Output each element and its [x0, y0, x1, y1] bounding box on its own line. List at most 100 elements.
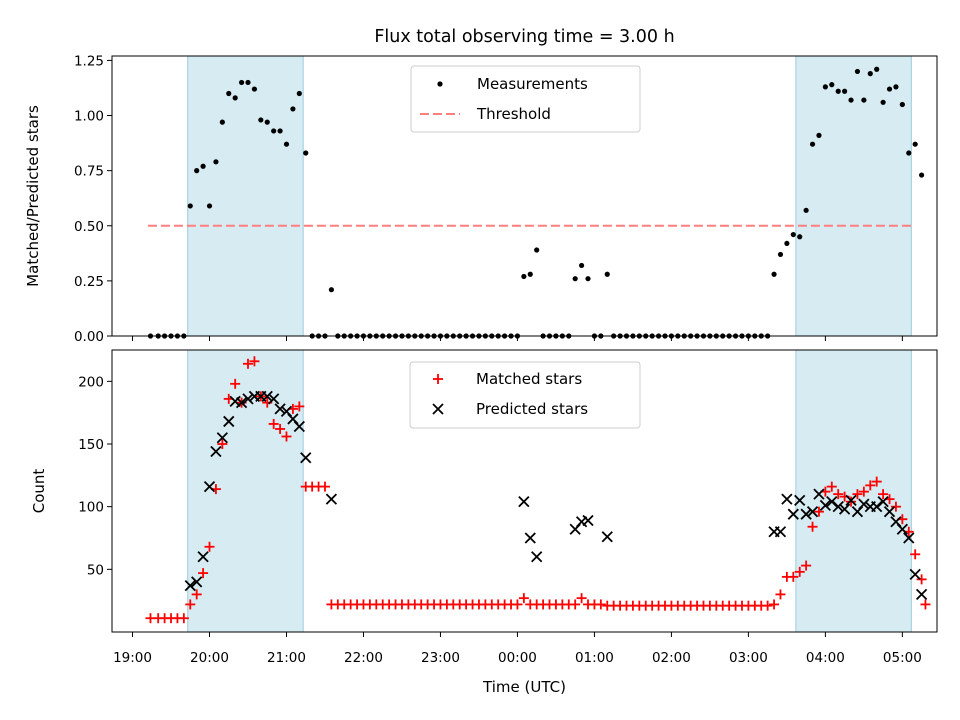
predicted-star-point: [787, 508, 799, 520]
predicted-star-d2: [903, 532, 915, 544]
measurement-point: [861, 97, 867, 103]
top-y-tick-label: 0.75: [74, 164, 104, 180]
matched-star-point: [807, 521, 818, 532]
predicted-star-d2: [518, 496, 530, 508]
bottom-plot-frame: [111, 349, 938, 633]
predicted-star-d2: [838, 503, 851, 515]
measurement-point: [200, 163, 206, 169]
matched-star-point: [249, 356, 260, 367]
measurement-point: [283, 141, 290, 147]
bottom-y-tick-label: 50: [87, 562, 104, 578]
measurement-point: [258, 117, 264, 123]
predicted-star-d2: [826, 496, 838, 508]
predicted-star-d2: [877, 496, 889, 508]
measurement-point: [822, 84, 828, 90]
predicted-star-point: [909, 568, 921, 580]
measurement-point: [521, 273, 527, 280]
bottom-axes: 50 100 150 200 19:00 20:00 21:00 22:00 23:00 00:0…: [78, 374, 922, 666]
matched-star-point: [268, 418, 279, 429]
matched-star-point: [595, 599, 606, 610]
bottom-y-tick-label: 200: [78, 374, 104, 390]
legend-frame: [410, 65, 641, 133]
predicted-star-d2: [794, 494, 806, 507]
predicted-star-d2: [531, 551, 543, 563]
bottom-y-axis-label: Count: [30, 469, 48, 514]
predicted-star-d2: [325, 493, 338, 505]
top-shaded-regions: [187, 55, 912, 337]
bottom-legend: Matched stars Predicted stars: [409, 361, 641, 429]
matched-star-point: [178, 613, 189, 624]
measurement-point: [784, 240, 790, 247]
predicted-star-point: [903, 532, 915, 544]
predicted-star-point: [293, 420, 305, 433]
measurement-point: [296, 90, 302, 97]
matched-star-point: [858, 486, 869, 497]
measurement-point: [238, 79, 245, 86]
matched-star-point: [762, 600, 773, 611]
matched-star-point: [920, 599, 931, 610]
top-y-tick-label: 0.50: [74, 219, 104, 235]
measurement-point: [816, 132, 822, 138]
predicted-star-d2: [582, 514, 594, 527]
measurement-point: [527, 271, 533, 277]
matched-star-point: [813, 506, 824, 517]
top-y-tick-label: 1.00: [74, 109, 104, 125]
predicted-star-d2: [223, 415, 235, 428]
predicted-star-d2: [832, 501, 844, 513]
legend-predicted-marker-d2: [432, 403, 444, 415]
measurement-point: [534, 247, 540, 253]
measurement-point: [187, 203, 193, 209]
measurement-point: [271, 128, 277, 134]
measurement-point: [919, 172, 925, 178]
predicted-star-d2: [229, 395, 241, 408]
measurement-point: [893, 84, 899, 90]
x-tick-label: 23:00: [421, 650, 460, 666]
predicted-star-d2: [300, 452, 312, 464]
predicted-star-point: [261, 390, 273, 403]
bottom-y-tick-label: 100: [78, 500, 104, 516]
predicted-star-point: [826, 496, 838, 508]
predicted-star-d2: [806, 506, 819, 518]
predicted-star-d2: [787, 508, 799, 520]
measurement-point: [777, 251, 784, 258]
measurement-point: [906, 150, 912, 156]
predicted-star-point: [774, 526, 787, 538]
measurement-point: [842, 88, 848, 94]
predicted-star-d2: [909, 568, 921, 580]
chart-title: Flux total observing time = 3.00 h: [374, 27, 674, 47]
predicted-star-d2: [858, 498, 870, 510]
predicted-star-d2: [203, 480, 216, 493]
predicted-star-point: [242, 393, 254, 405]
matched-star-point: [916, 574, 927, 585]
predicted-star-point: [845, 494, 857, 507]
predicted-star-point: [191, 576, 203, 588]
matched-star-point: [204, 541, 215, 552]
x-tick-label: 19:00: [113, 650, 152, 666]
matched-stars-series: [145, 356, 931, 624]
x-tick-label: 21:00: [267, 650, 306, 666]
matched-star-point: [878, 489, 889, 500]
measurement-point: [835, 88, 841, 94]
predicted-star-d2: [774, 526, 787, 538]
predicted-star-point: [235, 397, 248, 409]
measurement-point: [886, 86, 893, 92]
predicted-star-point: [524, 532, 536, 544]
predicted-star-d2: [871, 501, 883, 513]
predicted-star-d2: [819, 499, 832, 512]
predicted-star-d2: [781, 493, 793, 505]
top-axes: 0.00 0.25 0.50 0.75 1.00 1.25: [74, 53, 903, 345]
predicted-star-d2: [524, 532, 536, 544]
top-panel: 0.00 0.25 0.50 0.75 1.00 1.25 Flux total obse…: [24, 27, 938, 345]
x-tick-label: 04:00: [806, 650, 845, 666]
measurement-point: [790, 231, 796, 238]
matched-star-point: [294, 401, 305, 412]
predicted-star-point: [582, 514, 594, 527]
bottom-panel: 50 100 150 200 19:00 20:00 21:00 22:00 23:00 00:0…: [30, 349, 938, 696]
predicted-stars-series: [184, 390, 928, 601]
predicted-star-d2: [268, 393, 280, 405]
matched-star-point: [217, 439, 228, 449]
matched-star-point: [185, 599, 196, 610]
predicted-star-point: [896, 523, 908, 535]
x-tick-label: 20:00: [190, 650, 229, 666]
